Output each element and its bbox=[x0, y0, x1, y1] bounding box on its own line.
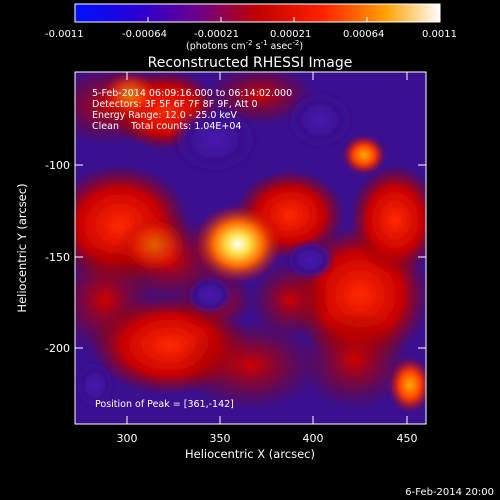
colorbar-tick-label: 0.00021 bbox=[270, 29, 311, 40]
colorbar-tick-label: -0.00064 bbox=[122, 29, 167, 40]
colorbar-tick-label: -0.0011 bbox=[45, 29, 84, 40]
y-tick-label: -150 bbox=[45, 251, 70, 264]
x-tick-label: 300 bbox=[117, 432, 138, 445]
info-clean: Clean Total counts: 1.04E+04 bbox=[92, 121, 241, 132]
x-tick-label: 450 bbox=[397, 432, 418, 445]
y-tick-label: -100 bbox=[45, 159, 70, 172]
colorbar-ticks bbox=[74, 17, 441, 22]
colorbar-tick-label: -0.00021 bbox=[194, 29, 239, 40]
info-peak-position: Position of Peak = [361,-142] bbox=[95, 399, 234, 410]
info-detectors: Detectors: 3F 5F 6F 7F 8F 9F, Att 0 bbox=[92, 99, 258, 110]
plot-title: Reconstructed RHESSI Image bbox=[148, 55, 353, 71]
info-time-range: 5-Feb-2014 06:09:16.000 to 06:14:02.000 bbox=[92, 88, 292, 99]
info-energy: Energy Range: 12.0 - 25.0 keV bbox=[92, 110, 237, 121]
x-ticks bbox=[126, 72, 408, 424]
colorbar-gradient bbox=[74, 3, 441, 23]
plot-frame bbox=[74, 71, 427, 425]
footer-date: 6-Feb-2014 20:00 bbox=[405, 487, 494, 498]
y-ticks bbox=[75, 164, 426, 349]
x-tick-label: 350 bbox=[210, 432, 231, 445]
y-tick-label: -200 bbox=[45, 342, 70, 355]
x-axis-label: Heliocentric X (arcsec) bbox=[185, 447, 315, 461]
colorbar-unit-label: (photons cm-2 s-1 asec-2) bbox=[186, 39, 303, 52]
colorbar-tick-label: 0.0011 bbox=[422, 29, 457, 40]
colorbar-tick-label: 0.00064 bbox=[343, 29, 384, 40]
info-block: 5-Feb-2014 06:09:16.000 to 06:14:02.000 … bbox=[92, 88, 292, 132]
x-tick-label: 400 bbox=[303, 432, 324, 445]
rhessi-image bbox=[75, 72, 426, 424]
y-axis-label: Heliocentric Y (arcsec) bbox=[15, 183, 29, 312]
